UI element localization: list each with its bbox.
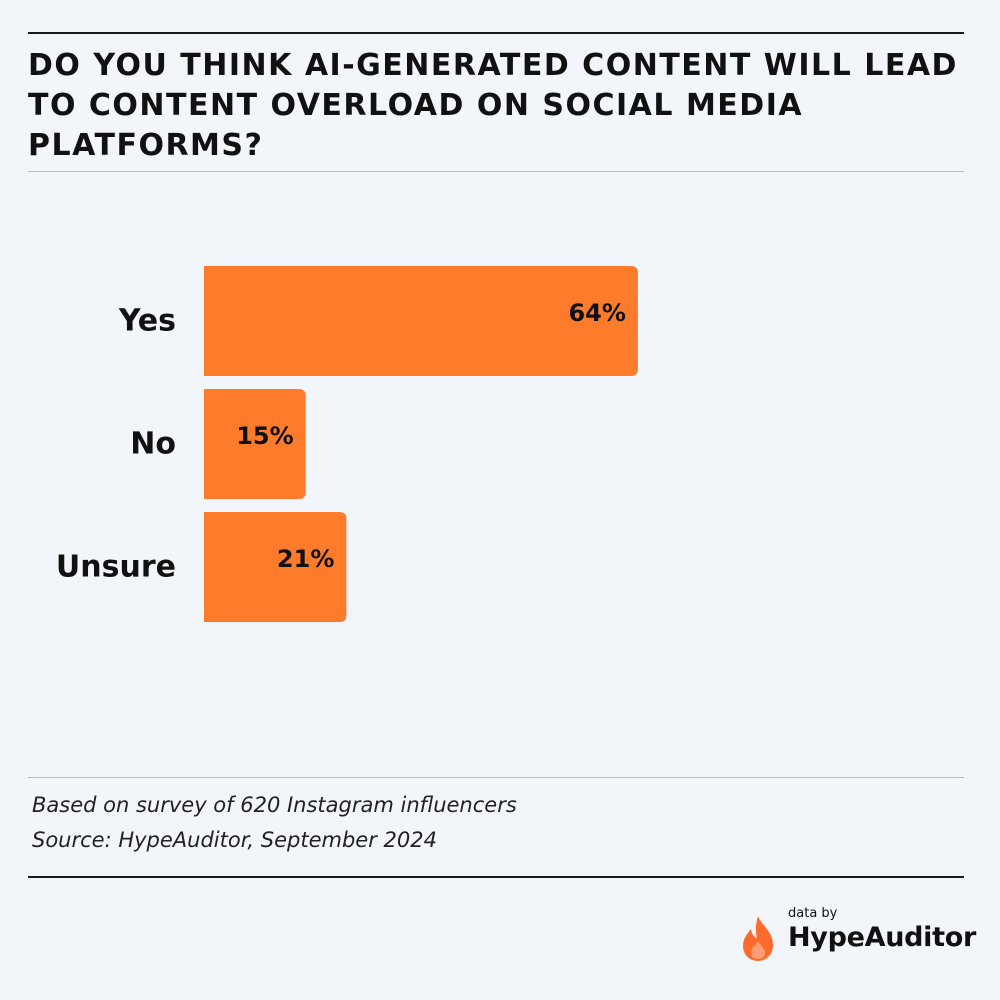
category-label-no: No bbox=[130, 427, 176, 462]
brand-prefix: data by bbox=[788, 906, 838, 921]
bar-yes bbox=[204, 266, 638, 376]
chart-notes: Based on survey of 620 Instagram influen… bbox=[32, 788, 517, 858]
value-label-yes: 64% bbox=[568, 299, 625, 327]
bar-unsure bbox=[204, 512, 347, 622]
chart-title: Do you think AI-generated content will l… bbox=[28, 48, 958, 163]
flame-icon bbox=[743, 916, 773, 961]
title-divider bbox=[28, 171, 964, 172]
bottom-divider bbox=[28, 876, 964, 878]
brand-logo: data by HypeAuditor bbox=[740, 906, 990, 966]
source-note: Source: HypeAuditor, September 2024 bbox=[32, 828, 437, 852]
value-label-unsure: 21% bbox=[277, 545, 334, 573]
top-divider bbox=[28, 32, 964, 34]
brand-name: HypeAuditor bbox=[788, 922, 977, 953]
notes-divider bbox=[28, 777, 964, 778]
survey-note: Based on survey of 620 Instagram influen… bbox=[32, 793, 517, 817]
bar-no bbox=[204, 389, 306, 499]
category-label-yes: Yes bbox=[118, 304, 176, 339]
bar-chart: Yes 64% No 15% Unsure 21% bbox=[56, 266, 638, 622]
category-label-unsure: Unsure bbox=[56, 550, 176, 585]
value-label-no: 15% bbox=[236, 422, 293, 450]
